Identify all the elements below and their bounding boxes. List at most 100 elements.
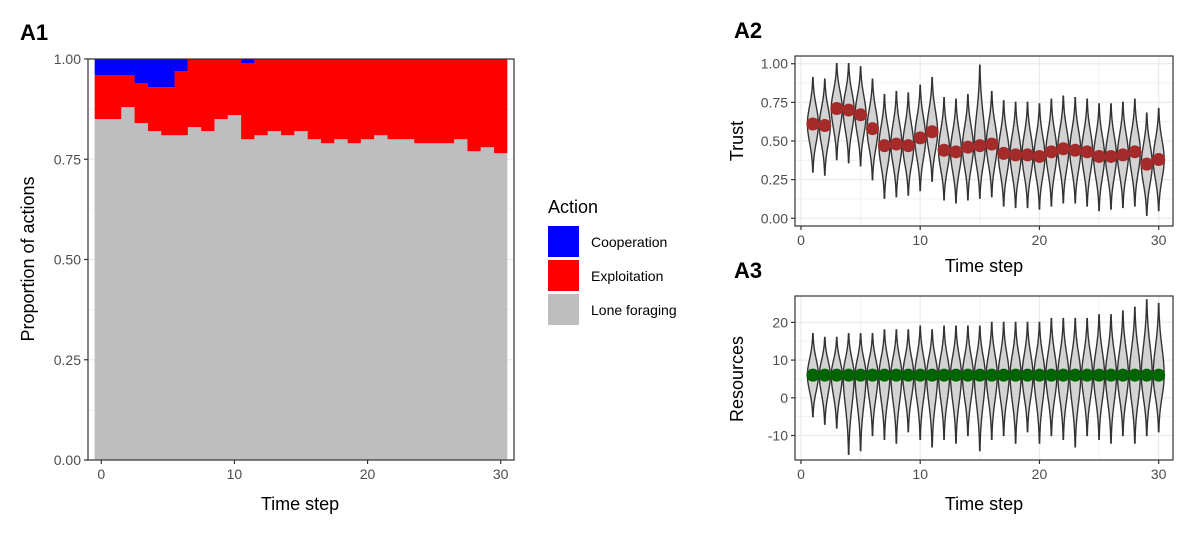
a3-mean-point	[1056, 368, 1070, 382]
a3-mean-point	[889, 368, 903, 382]
a2-mean-point	[937, 143, 951, 157]
panel-tag-a3: A3	[734, 258, 762, 283]
a2-mean-point	[1104, 149, 1118, 163]
a3-mean-point	[1092, 368, 1106, 382]
a1-y-tick-label: 0.75	[54, 151, 81, 167]
a2-y-tick-label: 0.75	[761, 94, 788, 110]
a1-area-cooperation	[94, 59, 508, 88]
a2-mean-point	[1068, 143, 1082, 157]
a2-x-tick-label: 30	[1151, 232, 1167, 248]
a3-violin	[1140, 299, 1153, 437]
a2-mean-point	[1116, 148, 1130, 162]
a3-x-tick-label: 10	[912, 466, 928, 482]
legend-swatch-lone-foraging	[548, 294, 579, 325]
a2-mean-point	[1140, 157, 1154, 171]
a3-y-tick-label: -10	[768, 427, 788, 443]
a2-mean-point	[877, 139, 891, 153]
a2-y-tick-label: 0.25	[761, 172, 788, 188]
a3-mean-point	[1068, 368, 1082, 382]
a3-mean-point	[901, 368, 915, 382]
a3-mean-point	[997, 368, 1011, 382]
a2-mean-point	[1092, 149, 1106, 163]
legend-swatch-cooperation	[548, 226, 579, 257]
a1-x-tick-label: 20	[360, 466, 376, 482]
a2-mean-point	[1032, 149, 1046, 163]
a2-mean-point	[1009, 148, 1023, 162]
panel-tag-a2: A2	[734, 18, 762, 43]
a2-y-tick-label: 1.00	[761, 56, 788, 72]
a1-x-tick-label: 30	[493, 466, 509, 482]
a3-mean-point	[937, 368, 951, 382]
a3-violin	[1069, 317, 1082, 448]
legend-label-cooperation: Cooperation	[591, 234, 667, 250]
a2-mean-point	[1056, 142, 1070, 156]
a3-mean-point	[842, 368, 856, 382]
a3-violin	[854, 332, 867, 452]
legend-title: Action	[548, 197, 598, 217]
a2-mean-point	[913, 131, 927, 145]
a3-violin	[890, 329, 903, 444]
a3-violin	[973, 325, 986, 452]
a3-panel-border	[794, 295, 1174, 461]
a3-mean-point	[1128, 368, 1142, 382]
a3-mean-point	[961, 368, 975, 382]
a3-violin	[949, 325, 963, 444]
a3-x-tick-label: 0	[797, 466, 805, 482]
a3-violin	[937, 325, 951, 440]
a2-x-axis-title: Time step	[945, 256, 1023, 276]
a2-y-tick-label: 0.50	[761, 133, 788, 149]
a3-y-tick-label: 20	[772, 314, 788, 330]
a3-x-axis-title: Time step	[945, 494, 1023, 514]
a2-mean-point	[1044, 145, 1058, 159]
a1-y-tick-label: 0.00	[54, 452, 81, 468]
a2-mean-point	[961, 140, 975, 154]
a1-x-tick-label: 10	[227, 466, 243, 482]
a3-mean-point	[949, 368, 963, 382]
a1-y-tick-label: 0.25	[54, 352, 81, 368]
a3-mean-point	[925, 368, 939, 382]
legend-label-lone-foraging: Lone foraging	[591, 302, 677, 318]
a3-y-axis-title: Resources	[727, 336, 747, 422]
a3-mean-point	[973, 368, 987, 382]
a3-mean-point	[1009, 368, 1023, 382]
a1-area-exploitation	[94, 59, 508, 154]
a3-mean-point	[1080, 368, 1094, 382]
a2-mean-point	[866, 122, 880, 136]
a2-mean-point	[1080, 145, 1094, 159]
a2-mean-point	[1021, 148, 1035, 162]
a3-violin	[1009, 321, 1022, 444]
a3-y-tick-label: 10	[772, 352, 788, 368]
a3-violin	[925, 329, 939, 448]
a3-violin	[914, 325, 927, 440]
a3-violin	[830, 336, 843, 429]
a3-mean-point	[1032, 368, 1046, 382]
a3-violin	[1033, 321, 1046, 444]
a1-area-lone-foraging	[94, 107, 508, 461]
a3-mean-point	[866, 368, 880, 382]
a2-mean-point	[1152, 153, 1166, 167]
a2-mean-point	[842, 103, 856, 117]
a2-mean-point	[806, 117, 820, 131]
a3-violin	[842, 332, 855, 456]
panel-a3-chart: 0 10 20 30 -10 0 10 20	[768, 295, 1174, 482]
a2-y-tick-label: 0.00	[761, 210, 788, 226]
a2-mean-point	[973, 139, 987, 153]
legend-label-exploitation: Exploitation	[591, 268, 663, 284]
a3-y-tick-label: 0	[780, 390, 788, 406]
a2-mean-point	[997, 146, 1011, 160]
a3-violin	[1152, 302, 1165, 433]
a2-violin	[973, 64, 986, 199]
a3-mean-point	[1104, 368, 1118, 382]
a1-y-axis-title: Proportion of actions	[18, 176, 38, 341]
a2-mean-point	[830, 102, 844, 116]
a3-mean-point	[913, 368, 927, 382]
a3-violin	[878, 329, 891, 440]
a3-mean-point	[854, 368, 868, 382]
a2-mean-point	[985, 137, 999, 151]
a3-mean-point	[1116, 368, 1130, 382]
a1-y-tick-label: 0.50	[54, 252, 81, 268]
legend: Action Cooperation Exploitation Lone forag…	[548, 197, 677, 325]
a2-mean-point	[925, 125, 939, 139]
a2-mean-point	[949, 145, 963, 159]
